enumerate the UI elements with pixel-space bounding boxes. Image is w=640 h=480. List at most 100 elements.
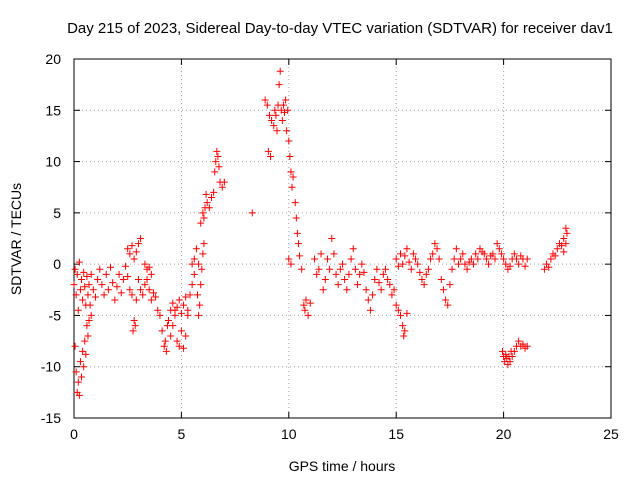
data-point [360, 268, 368, 276]
y-tick-label: 0 [53, 256, 61, 272]
data-point [399, 322, 407, 330]
data-point [207, 193, 215, 201]
data-point [175, 342, 183, 350]
data-point [399, 260, 407, 268]
data-point [273, 127, 281, 135]
data-point [80, 268, 88, 276]
data-point [420, 281, 428, 289]
data-point [126, 250, 134, 258]
data-point [547, 255, 555, 263]
data-point [200, 214, 208, 222]
data-point [285, 137, 293, 145]
data-point [292, 214, 300, 222]
data-point [540, 265, 548, 273]
data-point [171, 311, 179, 319]
data-point [506, 262, 514, 270]
y-tick-label: 5 [53, 205, 61, 221]
data-point [431, 240, 439, 248]
data-point [330, 250, 338, 258]
data-point [414, 260, 422, 268]
data-point [79, 296, 87, 304]
data-point [81, 283, 89, 291]
data-point [177, 309, 185, 317]
data-point [401, 327, 409, 335]
data-point [145, 263, 153, 271]
data-point [287, 260, 295, 268]
data-point [141, 281, 149, 289]
data-point [351, 265, 359, 273]
data-point [300, 301, 308, 309]
data-point [85, 317, 93, 325]
data-point [510, 250, 518, 258]
data-point [195, 260, 203, 268]
data-point [199, 250, 207, 258]
data-point [560, 248, 568, 256]
data-point [213, 147, 221, 155]
data-point [82, 350, 90, 358]
data-point [563, 229, 571, 237]
data-point [306, 299, 314, 307]
data-point [427, 255, 435, 263]
data-point [149, 289, 157, 297]
data-point [515, 260, 523, 268]
plot-frame [73, 58, 612, 419]
data-point [84, 291, 92, 299]
data-point [268, 117, 276, 125]
data-point [248, 209, 256, 217]
data-point [358, 260, 366, 268]
data-point [418, 276, 426, 284]
data-point [111, 296, 119, 304]
data-point [72, 291, 80, 299]
data-point [313, 270, 321, 278]
data-point [388, 291, 396, 299]
data-point [98, 281, 106, 289]
data-point [482, 255, 490, 263]
data-point [210, 188, 218, 196]
data-point [132, 296, 140, 304]
data-point [345, 270, 353, 278]
data-point [272, 111, 280, 119]
data-point [122, 262, 130, 270]
data-point [384, 276, 392, 284]
data-point [435, 255, 443, 263]
data-point [184, 306, 192, 314]
data-point [218, 183, 226, 191]
data-point [288, 183, 296, 191]
data-point [515, 337, 523, 345]
data-point [78, 373, 86, 381]
data-point [315, 265, 323, 273]
data-point [145, 286, 153, 294]
data-point [381, 265, 389, 273]
data-point [128, 291, 136, 299]
data-point [74, 306, 82, 314]
data-point [450, 255, 458, 263]
data-point [87, 311, 95, 319]
data-point [523, 255, 531, 263]
data-point [485, 260, 493, 268]
data-point [364, 296, 372, 304]
data-point [263, 101, 271, 109]
data-point [311, 255, 319, 263]
data-point [562, 240, 570, 248]
data-point [75, 258, 83, 266]
data-point [83, 272, 91, 280]
data-point [74, 378, 82, 386]
data-point [495, 245, 503, 253]
data-point [362, 286, 370, 294]
data-point [354, 281, 362, 289]
y-tick-label: -5 [49, 307, 62, 323]
data-point [173, 337, 181, 345]
data-point [265, 111, 273, 119]
data-point [186, 291, 194, 299]
data-point [82, 301, 90, 309]
data-point [70, 281, 78, 289]
data-point [84, 332, 92, 340]
data-point [474, 255, 482, 263]
data-point [180, 301, 188, 309]
data-point [437, 276, 445, 284]
data-point [188, 281, 196, 289]
x-tick-label: 20 [496, 426, 512, 442]
data-point [386, 281, 394, 289]
data-point [196, 301, 204, 309]
data-point [298, 265, 306, 273]
